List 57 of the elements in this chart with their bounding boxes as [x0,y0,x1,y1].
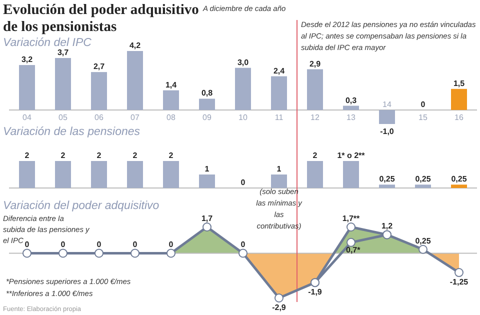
data-label: 0 [420,100,426,109]
data-label: -1,25 [450,278,469,287]
data-label: 0 [132,240,138,250]
data-label: -2,9 [272,303,286,312]
data-label: 0,7* [346,245,362,254]
data-label: 4,2 [129,41,142,50]
x-tick-label: 05 [58,112,68,122]
data-label: 0,25 [451,174,468,184]
data-label: 1* o 2** [337,151,366,160]
data-label: 3,2 [21,55,34,64]
data-label: 2,9 [309,59,322,68]
x-tick-label: 06 [94,112,104,122]
data-label: -1,9 [308,288,322,297]
data-label: -1,0 [380,127,394,136]
data-label: 1,7** [342,214,361,223]
data-label: 1,5 [453,78,466,88]
chart-title: Variación de las pensiones [3,126,140,138]
data-label: 2 [132,151,138,160]
x-tick-label: 13 [346,112,356,122]
data-label: 1 [204,164,210,174]
x-tick-label: 15 [418,112,428,122]
data-label: 3,7 [57,48,70,58]
data-label: 0,25 [415,174,432,184]
data-label: 2 [96,151,102,160]
data-label: 0 [96,240,102,250]
data-label: 0,8 [201,88,214,98]
data-label: 0,3 [345,96,358,105]
x-tick-label: 16 [454,112,464,122]
x-tick-label: 14 [382,100,392,109]
data-label: 0,25 [415,236,432,246]
data-label: 0 [240,178,246,187]
data-label: 2,4 [273,66,286,76]
data-label: 1,2 [381,222,394,231]
x-tick-label: 08 [166,112,176,122]
x-tick-label: 04 [22,112,32,122]
chart-title: Variación del IPC [3,37,92,49]
data-label: 2 [168,151,174,160]
data-label: 0 [168,240,174,250]
data-label: 1,7 [201,214,214,223]
data-label: 0,25 [379,174,396,184]
data-label: 0 [60,240,66,250]
data-label: 3,0 [237,58,250,67]
data-label: 2 [24,151,30,160]
chart-title: Variación del poder adquisitivo [3,200,160,212]
x-tick-label: 07 [130,112,140,122]
data-label: 2 [60,151,66,160]
x-tick-label: 10 [238,112,248,122]
x-tick-label: 11 [274,112,284,122]
data-label: 2,7 [93,62,106,72]
x-tick-label: 12 [310,112,320,122]
x-tick-label: 09 [202,112,212,122]
data-label: 1,4 [165,80,178,90]
data-label: 2 [312,151,318,160]
data-label: 1 [276,164,282,174]
text: Evolución del poder adquisitivo de los pensionistas [3,2,199,35]
data-label: 0 [24,240,30,250]
data-label: 0 [240,240,246,250]
